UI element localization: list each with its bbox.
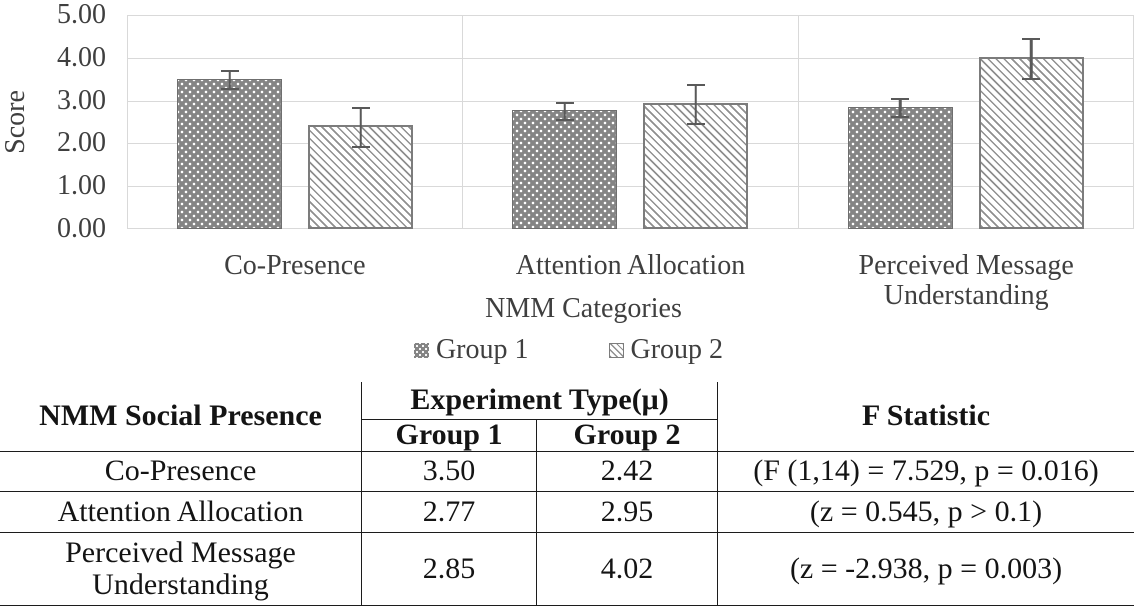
gridline [128,228,1133,229]
table-row-statistic: (z = 0.545, p > 0.1) [718,492,1134,533]
gridline [128,100,1133,102]
gridline [128,57,1133,59]
bar-chart: Score 5.00 4.00 3.00 2.00 1.00 0.00 [0,0,1137,366]
bar-group1-perceived-message-understanding [847,98,953,229]
table-header-experiment-type: Experiment Type(μ) [362,382,718,420]
plot-area [127,15,1134,229]
error-bar-stem [359,109,362,146]
error-bar-stem [694,86,698,124]
y-tick-label: 2.00 [57,127,106,158]
table-header-f-statistic: F Statistic [718,382,1134,452]
gridline [128,15,1133,16]
table-row-name: Attention Allocation [0,492,362,533]
error-bar-stem [228,72,231,89]
error-bar-stem [563,103,567,120]
legend-item-group1: Group 1 [413,334,529,366]
legend: Group 1 Group 2 [0,334,1137,366]
x-axis-title: NMM Categories [485,293,682,324]
error-bar [555,101,574,122]
table-row-statistic: (z = -2.938, p = 0.003) [718,533,1134,606]
group1-pattern-swatch-icon [413,342,429,358]
error-bar [891,98,910,118]
category-panel-co-presence [128,15,464,229]
table-row-group2-value: 4.02 [537,533,718,606]
category-panel-attention-allocation [463,15,799,229]
group2-pattern-swatch-icon [608,342,624,358]
category-label-perceived-message-understanding: Perceived Message Understanding [858,250,1074,311]
table-row-name: Co-Presence [0,452,362,492]
gridline [128,186,1133,188]
y-tick-label: 1.00 [57,170,106,201]
legend-item-group2: Group 2 [608,334,724,366]
table-row-group2-value: 2.95 [537,492,718,533]
table-row-group1-value: 2.85 [362,533,537,606]
table-row-group1-value: 2.77 [362,492,537,533]
table-subheader-group2: Group 2 [537,419,718,452]
bar-group1-attention-allocation [512,101,618,229]
bar-group2-perceived-message-understanding [978,38,1084,229]
error-bar [686,84,705,126]
table-row-statistic: (F (1,14) = 7.529, p = 0.016) [718,452,1134,492]
error-bar [220,70,239,91]
error-bar-stem [1030,40,1033,78]
table-row-name: Perceived Message Understanding [0,533,362,606]
bar-group1-co-presence [177,70,283,229]
bar-group2-co-presence [308,107,414,229]
table-header-nmm-social-presence: NMM Social Presence [0,382,362,452]
category-panel-perceived-message-understanding [799,15,1133,229]
error-bar [1022,38,1041,80]
error-bar-stem [899,100,902,116]
x-axis-labels: Co-Presence Attention Allocation Perceiv… [127,251,1134,311]
y-tick-label: 3.00 [57,85,106,116]
table-row-group1-value: 3.50 [362,452,537,492]
category-label-co-presence: Co-Presence [224,250,366,281]
table-row-group2-value: 2.42 [537,452,718,492]
legend-label-group2: Group 2 [630,334,724,365]
error-bar [351,107,370,148]
bar-group2-attention-allocation [643,84,749,229]
category-label-attention-allocation: Attention Allocation [515,250,746,281]
results-table: NMM Social Presence Experiment Type(μ) F… [0,382,1134,606]
gridline [128,143,1133,145]
y-tick-label: 5.00 [57,0,106,30]
y-tick-label: 4.00 [57,42,106,73]
legend-label-group1: Group 1 [435,334,529,365]
y-tick-label: 0.00 [57,213,106,244]
table-subheader-group1: Group 1 [362,419,537,452]
